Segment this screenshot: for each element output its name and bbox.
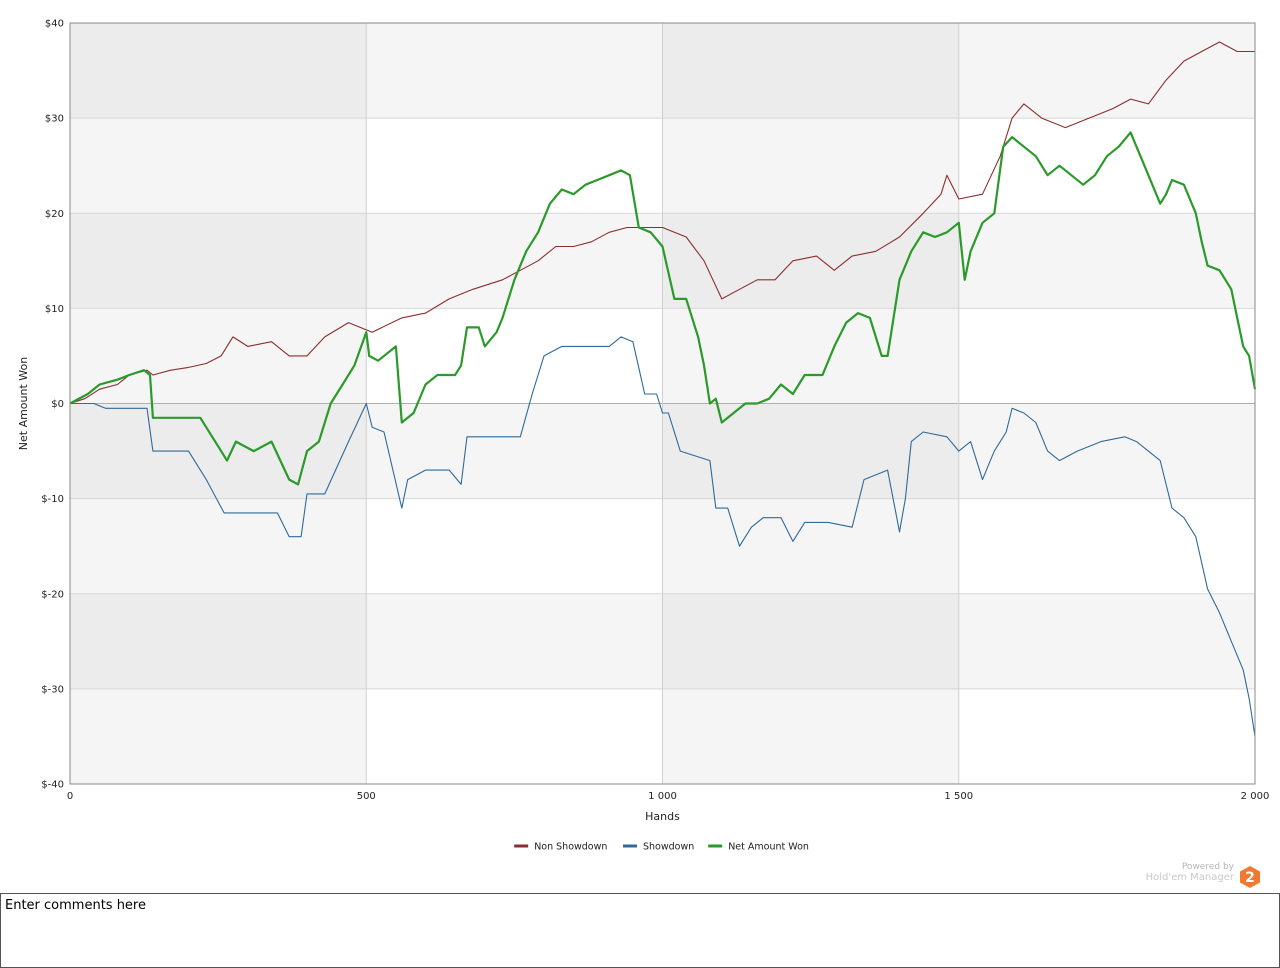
plot-band <box>958 23 1255 119</box>
y-axis-title: Net Amount Won <box>17 357 30 450</box>
x-tick-label: 0 <box>67 791 73 802</box>
plot-band <box>366 308 663 404</box>
series-line-showdown <box>70 336 1256 737</box>
product-name: Hold'em Manager <box>1145 872 1234 883</box>
plot-band <box>662 118 959 214</box>
plot-band <box>662 23 959 119</box>
x-tick-label: 500 <box>357 791 376 802</box>
comments-placeholder: Enter comments here <box>5 898 146 913</box>
legend-label: Showdown <box>643 842 694 853</box>
plot-band <box>958 118 1255 214</box>
chart-legend: Non Showdown Showdown Net Amount Won <box>514 842 809 853</box>
plot-band <box>366 213 663 309</box>
x-tick-label: 1 000 <box>648 791 677 802</box>
plot-band <box>70 403 367 499</box>
plot-band <box>366 23 663 119</box>
x-tick-label: 2 000 <box>1241 791 1270 802</box>
x-tick-label: 1 500 <box>944 791 973 802</box>
plot-band <box>70 688 367 784</box>
plot-band <box>662 498 959 594</box>
y-tick-label: $-40 <box>41 780 64 791</box>
y-tick-label: $-30 <box>41 684 64 695</box>
plot-band <box>70 23 367 119</box>
series-line-net-amount-won <box>69 131 1257 486</box>
net-won-chart: $40 $30 $20 $10 $0 $-10 $-20 $-30 $-400 500 1 000 1… <box>17 19 1269 853</box>
y-tick-label: $30 <box>45 114 64 125</box>
comments-textarea[interactable]: Enter comments here <box>0 893 1280 968</box>
plot-band <box>366 593 663 689</box>
plot-band <box>70 213 367 309</box>
powered-by-branding: Powered by Hold'em Manager 2 <box>1130 862 1270 890</box>
plot-band <box>958 403 1255 499</box>
plot-band <box>958 308 1255 404</box>
y-tick-label: $10 <box>45 304 64 315</box>
plot-border <box>69 22 1256 785</box>
series-lines <box>69 41 1257 737</box>
plot-band <box>958 498 1255 594</box>
plot-band <box>70 498 367 594</box>
plot-band <box>70 593 367 689</box>
plot-band <box>70 308 367 404</box>
plot-band <box>662 688 959 784</box>
y-tick-label: $-20 <box>41 589 64 600</box>
plot-band <box>662 213 959 309</box>
plot-band <box>366 403 663 499</box>
legend-label: Net Amount Won <box>728 842 809 853</box>
y-tick-label: $20 <box>45 209 64 220</box>
plot-band <box>366 498 663 594</box>
plot-band <box>958 213 1255 309</box>
y-tick-label: $40 <box>45 19 64 30</box>
plot-band <box>70 118 367 214</box>
legend-label: Non Showdown <box>534 842 607 853</box>
logo-digit: 2 <box>1245 870 1255 886</box>
y-tick-label: $0 <box>51 399 64 410</box>
powered-by-label: Powered by <box>1181 862 1234 872</box>
plot-band <box>366 688 663 784</box>
y-tick-label: $-10 <box>41 494 64 505</box>
plot-band <box>366 118 663 214</box>
plot-band <box>662 403 959 499</box>
plot-band <box>662 593 959 689</box>
hm2-logo-icon: 2 <box>1240 866 1260 888</box>
plot-band <box>958 593 1255 689</box>
axis-ticks: $40 $30 $20 $10 $0 $-10 $-20 $-30 $-400 500 1 000 1… <box>41 19 1269 803</box>
series-line-non-showdown <box>69 41 1255 405</box>
x-axis-title: Hands <box>645 810 680 823</box>
plot-band <box>958 688 1255 784</box>
plot-band <box>662 308 959 404</box>
